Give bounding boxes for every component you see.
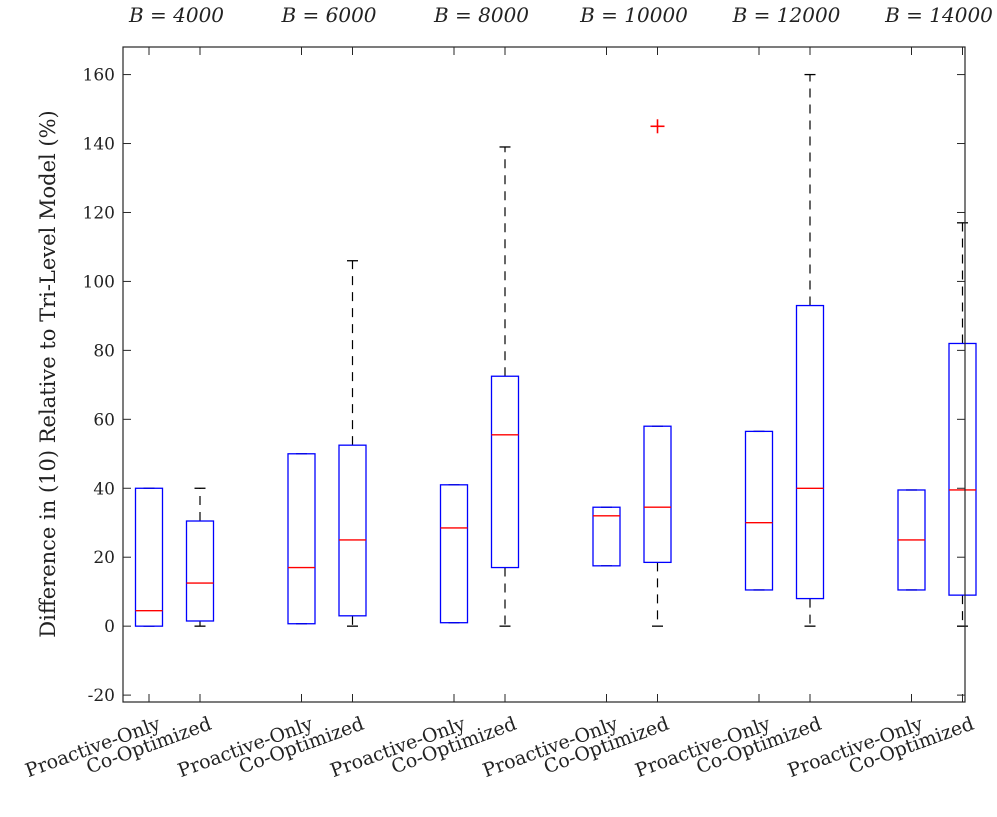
- iqr-box: [592, 506, 621, 567]
- box-0-1: [185, 487, 215, 627]
- box-2-1: [490, 146, 520, 627]
- iqr-box: [795, 304, 825, 600]
- outlier-marker: [650, 119, 665, 134]
- box-3-1: [643, 119, 672, 627]
- box-1-0: [287, 453, 316, 625]
- box-5-1: [948, 222, 977, 627]
- iqr-box: [643, 425, 672, 564]
- y-tick-label: 40: [93, 479, 115, 499]
- y-tick-label: 0: [104, 617, 115, 637]
- iqr-box: [338, 444, 367, 617]
- iqr-box: [439, 484, 469, 624]
- iqr-box: [744, 430, 774, 591]
- iqr-box: [948, 342, 977, 596]
- group-label: B = 6000: [280, 3, 376, 27]
- group-label: B = 10000: [579, 3, 688, 27]
- y-tick-label: 100: [83, 272, 115, 292]
- group-labels: B = 4000 B = 6000 B = 8000 B = 10000 B = 120…: [128, 3, 993, 27]
- iqr-box: [490, 375, 520, 569]
- box-2-0: [439, 484, 469, 624]
- y-tick-label: 80: [93, 341, 115, 361]
- group-label: B = 8000: [433, 3, 529, 27]
- plot-frame: [122, 46, 966, 703]
- group-label: B = 14000: [884, 3, 993, 27]
- box-0-0: [134, 487, 164, 627]
- y-tick-label: 20: [93, 548, 115, 568]
- boxes: [134, 73, 977, 627]
- box-5-0: [897, 489, 926, 591]
- box-1-1: [338, 260, 367, 627]
- y-axis-label: Difference in (10) Relative to Tri-Level…: [36, 110, 60, 637]
- y-tick-label: -20: [88, 686, 115, 706]
- y-tick-label: 60: [93, 410, 115, 430]
- box-4-1: [795, 73, 825, 627]
- y-tick-label: 120: [83, 203, 115, 223]
- group-label: B = 4000: [128, 3, 224, 27]
- box-3-0: [592, 506, 621, 567]
- iqr-box: [185, 520, 215, 622]
- group-label: B = 12000: [732, 3, 841, 27]
- y-tick-label: 160: [83, 66, 115, 86]
- y-tick-label: 140: [83, 135, 115, 155]
- box-4-0: [744, 430, 774, 591]
- iqr-box: [134, 487, 164, 627]
- iqr-box: [287, 453, 316, 625]
